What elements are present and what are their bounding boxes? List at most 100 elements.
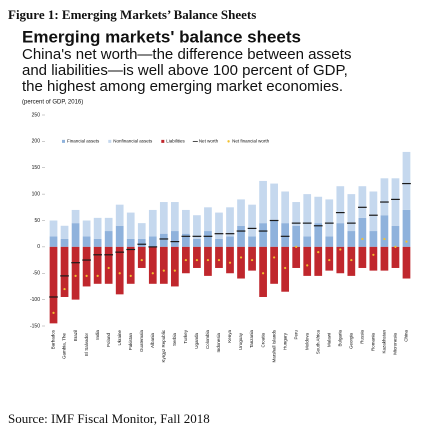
bar-financial — [248, 236, 256, 247]
net-financial-worth — [250, 258, 254, 262]
bar-liabilities — [270, 246, 278, 284]
bar-financial — [126, 238, 135, 247]
x-tick-label: Uruguay — [238, 332, 243, 350]
net-financial-worth — [295, 245, 298, 248]
bar-financial — [380, 215, 389, 247]
net-financial-worth — [96, 274, 99, 277]
bar-financial — [336, 223, 345, 247]
figure-label: Figure 1: Emerging Markets’ Balance Shee… — [8, 7, 256, 22]
x-tick-label: Colombia — [205, 330, 210, 350]
x-tick-label: Malawi — [326, 333, 331, 347]
bar-financial — [237, 225, 245, 247]
bar-liabilities — [336, 246, 345, 274]
bar-nonfinancial — [303, 194, 312, 237]
bar-nonfinancial — [82, 220, 91, 237]
net-financial-worth — [261, 272, 265, 275]
subtitle: China's net worth—the difference between… — [22, 46, 351, 63]
legend-label: Financial assets — [67, 139, 100, 144]
bar-financial — [270, 220, 278, 247]
bar-nonfinancial — [71, 209, 80, 224]
bar-nonfinancial — [159, 202, 168, 234]
x-tick-label: Kenya — [227, 330, 232, 343]
bar-financial — [314, 223, 323, 247]
x-tick-label: Brazil — [73, 330, 78, 341]
bar-financial — [325, 236, 334, 247]
bar-nonfinancial — [204, 207, 212, 232]
x-tick-label: Russia — [360, 330, 365, 344]
bar-liabilities — [104, 246, 113, 284]
x-tick-label: India — [95, 330, 100, 340]
x-tick-label: Hungary — [282, 332, 287, 350]
bar-liabilities — [148, 246, 157, 284]
legend-swatch — [227, 140, 230, 143]
bar-liabilities — [259, 246, 267, 297]
bar-liabilities — [314, 246, 323, 276]
bar-nonfinancial — [281, 191, 290, 224]
bar-financial — [60, 238, 69, 247]
net-financial-worth — [372, 253, 375, 256]
bar-liabilities — [369, 246, 378, 271]
net-financial-worth — [184, 258, 187, 262]
net-financial-worth — [129, 274, 132, 277]
x-tick-label: Indonesia — [216, 333, 221, 353]
bar-financial — [281, 223, 290, 247]
bar-nonfinancial — [148, 209, 157, 237]
bar-liabilities — [292, 246, 301, 268]
net-financial-worth — [361, 237, 364, 241]
x-tick-label: Marshall Islands — [271, 329, 276, 362]
net-financial-worth — [173, 269, 176, 272]
x-tick-label: Turkey — [183, 329, 188, 343]
bar-nonfinancial — [60, 225, 69, 239]
bar-nonfinancial — [336, 186, 345, 224]
y-tick-label: -150 — [30, 323, 40, 329]
x-tick-label: Bulgaria — [337, 330, 342, 347]
net-financial-worth — [405, 240, 408, 243]
bar-financial — [137, 238, 146, 247]
y-tick-label: 250 — [32, 112, 41, 118]
bar-financial — [226, 236, 234, 247]
bar-financial — [170, 231, 179, 247]
bar-nonfinancial — [380, 178, 389, 216]
bar-nonfinancial — [391, 178, 400, 226]
net-financial-worth — [228, 261, 232, 264]
bar-nonfinancial — [115, 204, 124, 226]
bar-financial — [49, 236, 58, 247]
x-tick-label: Pakistan — [128, 333, 133, 351]
bar-nonfinancial — [182, 209, 190, 234]
x-tick-label: Ukraine — [117, 330, 122, 346]
x-tick-label: Peru — [293, 330, 298, 340]
bar-liabilities — [226, 246, 234, 274]
bar-liabilities — [204, 246, 212, 276]
source: Source: IMF Fiscal Monitor, Fall 2018 — [8, 411, 210, 426]
bar-liabilities — [49, 246, 58, 324]
bar-financial — [193, 238, 201, 247]
y-tick-label: -50 — [33, 271, 40, 277]
bar-financial — [347, 231, 356, 247]
bar-nonfinancial — [347, 194, 356, 232]
x-tick-label: Romania — [371, 333, 376, 352]
subtitle: and liabilities—is well above 100 percen… — [22, 62, 348, 79]
bar-nonfinancial — [170, 202, 179, 232]
bar-nonfinancial — [248, 204, 256, 237]
legend-swatch — [62, 139, 65, 143]
bar-nonfinancial — [325, 199, 334, 237]
net-financial-worth — [74, 274, 77, 277]
bar-liabilities — [115, 246, 124, 295]
legend-label: Liabilities — [166, 139, 185, 144]
bar-nonfinancial — [126, 212, 135, 239]
net-financial-worth — [383, 237, 386, 241]
bar-nonfinancial — [93, 217, 102, 239]
net-financial-worth — [85, 274, 88, 277]
y-tick-label: -100 — [30, 297, 40, 303]
subtitle: the highest among emerging market econom… — [22, 78, 343, 95]
bar-financial — [204, 231, 212, 247]
x-tick-label: Kazakhstan — [382, 330, 387, 354]
bar-financial — [303, 236, 312, 247]
bar-nonfinancial — [259, 180, 267, 224]
bar-nonfinancial — [314, 196, 323, 224]
net-financial-worth — [317, 251, 320, 254]
bar-nonfinancial — [137, 223, 146, 239]
net-financial-worth — [306, 264, 309, 267]
